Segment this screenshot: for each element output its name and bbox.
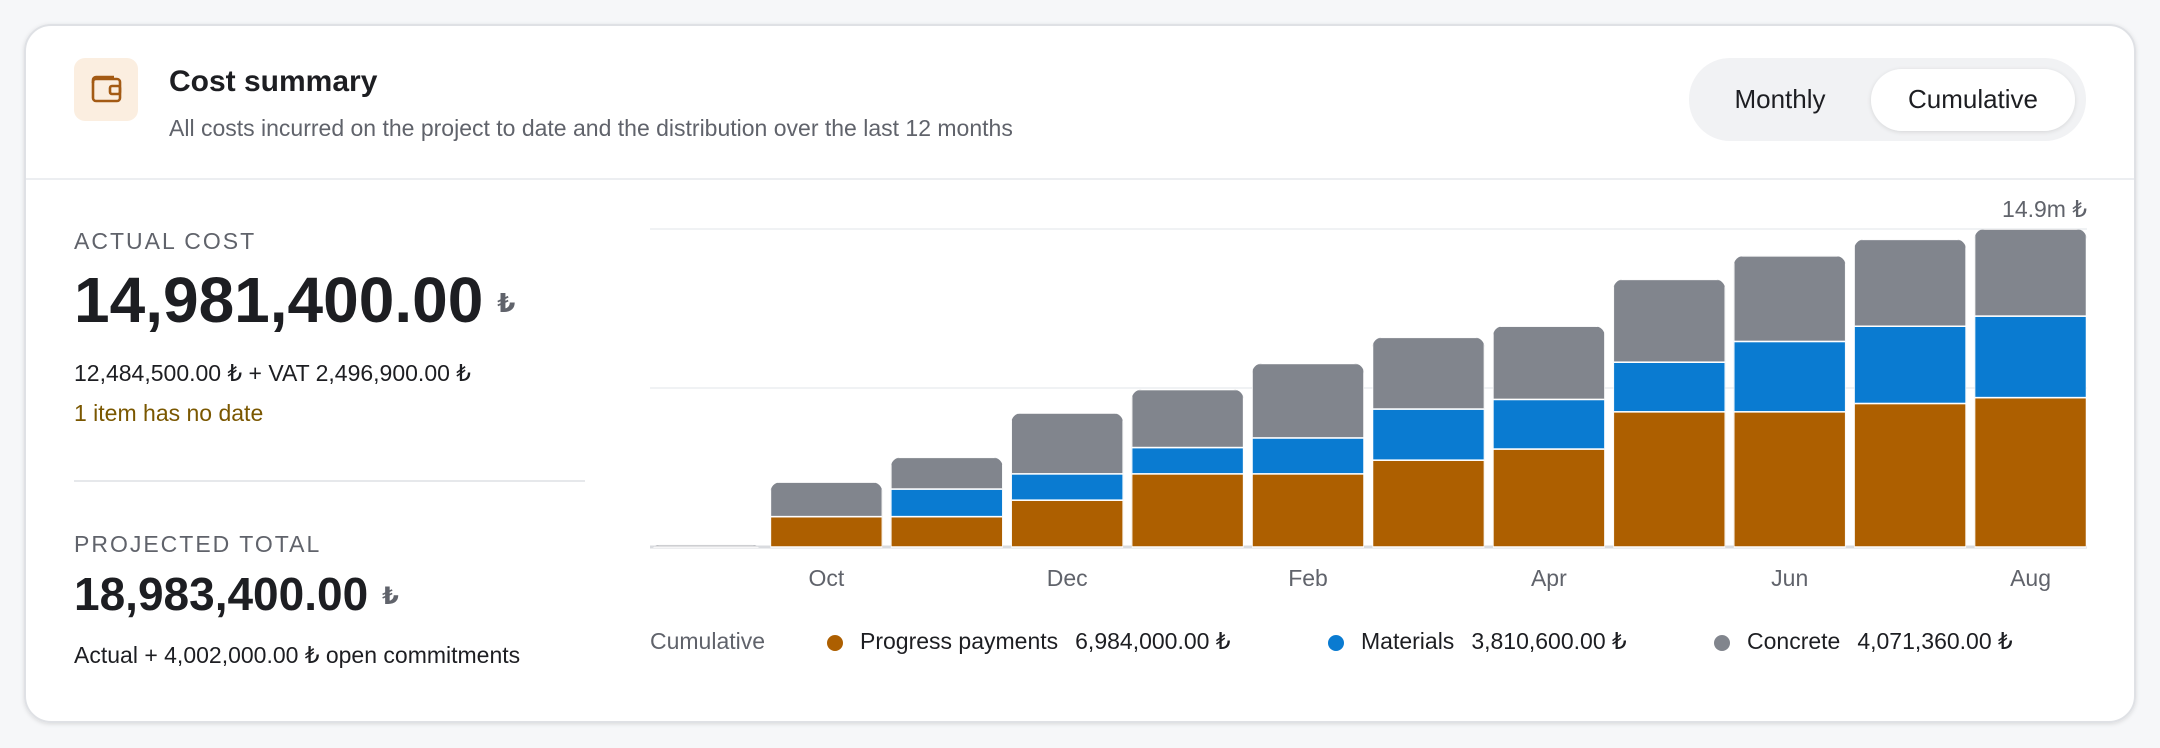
- bar-stack: [1854, 239, 1967, 548]
- projected-label: PROJECTED TOTAL: [74, 531, 321, 557]
- bar-segment: [1613, 411, 1726, 548]
- bar-segment: [1974, 396, 2087, 548]
- x-tick-label: Aug: [2010, 565, 2051, 591]
- bar-segment: [1492, 448, 1605, 548]
- card-subtitle: All costs incurred on the project to dat…: [169, 115, 1013, 141]
- bar-segment: [1011, 499, 1124, 548]
- warning: 1 item has no date: [74, 400, 263, 426]
- bar-segment: [1131, 389, 1244, 449]
- actual-value: 14,981,400.00 ₺: [74, 264, 515, 336]
- amount: 14,981,400.00: [74, 264, 483, 336]
- icon-box: [74, 58, 138, 121]
- legend-value: 3,810,600.00 ₺: [1471, 628, 1627, 654]
- bar-segment: [1492, 326, 1605, 401]
- x-tick-label: Oct: [808, 565, 844, 591]
- bar-segment: [1854, 239, 1967, 327]
- card-title: Cost summary: [169, 65, 378, 98]
- bar-segment: [1252, 437, 1365, 475]
- x-tick-label: Apr: [1531, 565, 1567, 591]
- actual-breakdown: 12,484,500.00 ₺ + VAT 2,496,900.00 ₺: [74, 360, 471, 386]
- bar-segment: [770, 482, 883, 518]
- legend-dot: [1714, 635, 1730, 651]
- bar-stack: [1011, 413, 1124, 548]
- bar-segment: [1854, 402, 1967, 548]
- bar-segment: [1131, 446, 1244, 475]
- bar-segment: [1372, 408, 1485, 461]
- currency: ₺: [382, 583, 399, 610]
- x-tick-label: Jun: [1771, 565, 1808, 591]
- bar-segment: [1131, 473, 1244, 548]
- legend-dot: [1328, 635, 1344, 651]
- bar-segment: [1252, 363, 1365, 439]
- bar-segment: [1372, 337, 1485, 410]
- toggle-option[interactable]: Cumulative: [1908, 84, 2038, 114]
- bar-segment: [1252, 473, 1365, 548]
- bar-segment: [890, 457, 1003, 490]
- bar-segment: [1733, 255, 1846, 343]
- bar-segment: [1974, 229, 2087, 317]
- bar-segment: [1011, 473, 1124, 501]
- bar-segment: [650, 544, 762, 548]
- bar-segment: [1011, 413, 1124, 475]
- y-tick-label: 14.9m ₺: [2002, 196, 2087, 222]
- currency: ₺: [497, 288, 515, 318]
- bar-stack: [1252, 363, 1365, 548]
- bar-segment: [1613, 361, 1726, 413]
- bar-stack: [650, 544, 762, 548]
- wallet-icon: [91, 75, 122, 103]
- legend-label: Concrete: [1747, 628, 1840, 654]
- bar-segment: [1733, 411, 1846, 548]
- legend-label: Materials: [1361, 628, 1454, 654]
- bar-stack: [770, 482, 883, 548]
- bar-segment: [1372, 459, 1485, 548]
- actual-label: ACTUAL COST: [74, 228, 256, 254]
- legend-title: Cumulative: [650, 628, 765, 654]
- chart: 14.9m ₺ Oct Dec Feb Apr Jun Aug: [650, 196, 2087, 591]
- legend-value: 6,984,000.00 ₺: [1075, 628, 1231, 654]
- bar-stack: [1733, 255, 1846, 548]
- projected-value: 18,983,400.00 ₺: [74, 568, 399, 620]
- bar-stack: [1372, 337, 1485, 548]
- bar-segment: [1974, 315, 2087, 399]
- bar-stack: [1613, 279, 1726, 548]
- bar-stack: [890, 457, 1003, 548]
- bar-segment: [890, 515, 1003, 548]
- bar-segment: [770, 515, 883, 548]
- bar-segment: [1854, 325, 1967, 405]
- toggle-active: [1871, 69, 2075, 131]
- projected-note: Actual + 4,002,000.00 ₺ open commitments: [74, 642, 520, 668]
- toggle-option[interactable]: Monthly: [1734, 84, 1825, 114]
- bar-stack: [1492, 326, 1605, 548]
- legend-value: 4,071,360.00 ₺: [1857, 628, 2013, 654]
- bar-stack: [1974, 229, 2087, 548]
- bar-segment: [890, 488, 1003, 518]
- x-tick-label: Feb: [1288, 565, 1328, 591]
- bar-segment: [1613, 279, 1726, 363]
- legend-dot: [827, 635, 843, 651]
- bar-segment: [1733, 340, 1846, 413]
- x-tick-label: Dec: [1047, 565, 1088, 591]
- amount: 18,983,400.00: [74, 568, 368, 620]
- bar-segment: [1492, 398, 1605, 450]
- legend-label: Progress payments: [860, 628, 1058, 654]
- bar-stack: [1131, 389, 1244, 548]
